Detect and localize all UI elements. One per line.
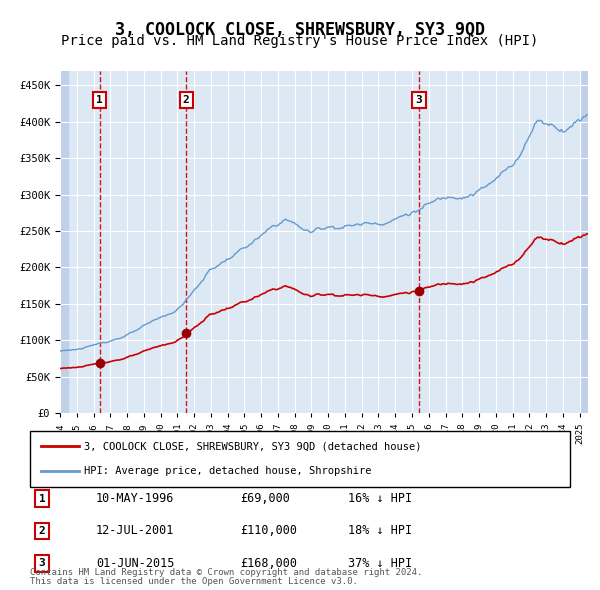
Text: £110,000: £110,000 (240, 525, 297, 537)
Text: 3, COOLOCK CLOSE, SHREWSBURY, SY3 9QD (detached house): 3, COOLOCK CLOSE, SHREWSBURY, SY3 9QD (d… (84, 441, 421, 451)
Text: 3: 3 (416, 95, 422, 105)
Text: 1: 1 (96, 95, 103, 105)
Text: £69,000: £69,000 (240, 492, 290, 505)
Text: 37% ↓ HPI: 37% ↓ HPI (348, 557, 412, 570)
Text: HPI: Average price, detached house, Shropshire: HPI: Average price, detached house, Shro… (84, 466, 371, 476)
Text: Price paid vs. HM Land Registry's House Price Index (HPI): Price paid vs. HM Land Registry's House … (61, 34, 539, 48)
FancyBboxPatch shape (30, 431, 570, 487)
Text: 3: 3 (38, 559, 46, 568)
Text: 3, COOLOCK CLOSE, SHREWSBURY, SY3 9QD: 3, COOLOCK CLOSE, SHREWSBURY, SY3 9QD (115, 21, 485, 39)
Bar (60, 71, 68, 413)
Text: 10-MAY-1996: 10-MAY-1996 (96, 492, 175, 505)
Text: 2: 2 (183, 95, 190, 105)
Text: 2: 2 (38, 526, 46, 536)
Text: 01-JUN-2015: 01-JUN-2015 (96, 557, 175, 570)
Text: 16% ↓ HPI: 16% ↓ HPI (348, 492, 412, 505)
Bar (60, 71, 68, 413)
Text: 18% ↓ HPI: 18% ↓ HPI (348, 525, 412, 537)
Text: 12-JUL-2001: 12-JUL-2001 (96, 525, 175, 537)
Text: 1: 1 (38, 494, 46, 503)
Bar (580, 71, 588, 413)
Bar (580, 71, 588, 413)
Text: This data is licensed under the Open Government Licence v3.0.: This data is licensed under the Open Gov… (30, 578, 358, 586)
Text: £168,000: £168,000 (240, 557, 297, 570)
Text: Contains HM Land Registry data © Crown copyright and database right 2024.: Contains HM Land Registry data © Crown c… (30, 568, 422, 577)
